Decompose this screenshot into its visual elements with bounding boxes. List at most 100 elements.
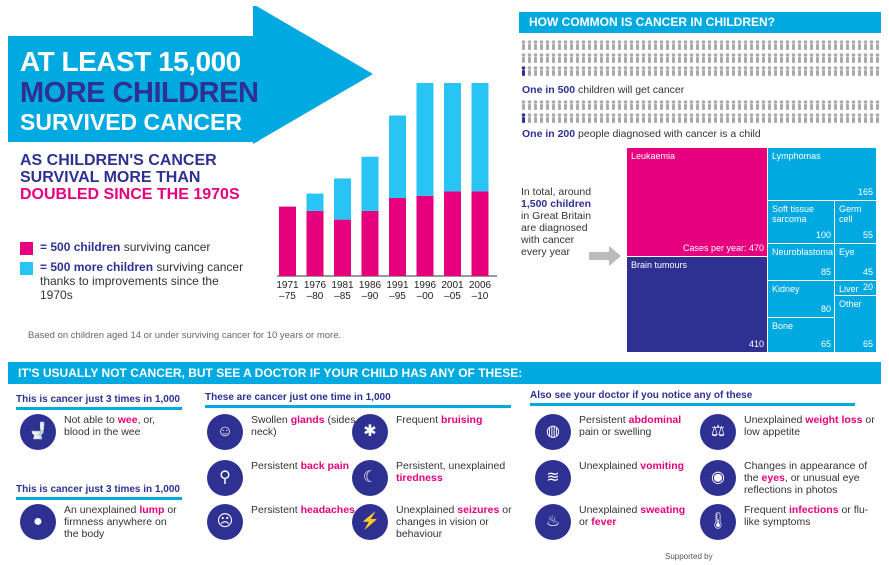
person-icon: [617, 40, 622, 50]
person-icon: [641, 40, 646, 50]
person-icon: [611, 66, 616, 76]
person-icon: [551, 66, 556, 76]
person-icon: [527, 53, 532, 63]
person-icon: [563, 113, 568, 123]
person-icon: [815, 100, 820, 110]
person-icon: [869, 40, 874, 50]
person-icon: [857, 113, 862, 123]
person-icon: [827, 40, 832, 50]
person-icon: [773, 66, 778, 76]
person-icon: [671, 113, 676, 123]
col2-title: These are cancer just one time in 1,000: [205, 392, 511, 408]
person-icon: [647, 40, 652, 50]
treemap-cell-3: Soft tissue sarcoma 100: [768, 201, 834, 243]
treemap-cell-10: Bone 65: [768, 318, 834, 352]
person-icon: [743, 40, 748, 50]
person-icon: [593, 113, 598, 123]
person-icon: [713, 53, 718, 63]
person-icon: [539, 100, 544, 110]
person-icon: [635, 100, 640, 110]
person-icon: [689, 53, 694, 63]
arrow-body: [8, 36, 258, 142]
person-icon: [851, 66, 856, 76]
person-icon: [527, 113, 532, 123]
person-icon: [773, 53, 778, 63]
legend-pink: = 500 children surviving cancer: [20, 240, 260, 255]
person-icon: [689, 40, 694, 50]
treemap-label: Germ cell: [839, 204, 862, 224]
person-icon: [707, 100, 712, 110]
person-icon: [851, 40, 856, 50]
person-icon: [599, 66, 604, 76]
tick-label-sub-2: –85: [334, 291, 351, 302]
person-icon: [827, 100, 832, 110]
lump-icon: ●: [20, 504, 56, 540]
person-icon: [599, 40, 604, 50]
person-icon: [641, 66, 646, 76]
legend-cyan-key: = 500 more children: [40, 260, 154, 274]
person-icon: [851, 100, 856, 110]
treemap-label: Kidney: [772, 284, 800, 294]
person-icon: [641, 100, 646, 110]
person-icon: [743, 113, 748, 123]
person-icon: [821, 66, 826, 76]
person-icon: [629, 53, 634, 63]
person-icon: [629, 40, 634, 50]
person-icon: [653, 53, 658, 63]
person-icon: [665, 53, 670, 63]
person-icon: [647, 53, 652, 63]
person-icon: [587, 40, 592, 50]
person-icon: [701, 53, 706, 63]
treemap-label: Neuroblastoma: [772, 247, 834, 257]
symptom-text: Unexplained seizures or changes in visio…: [396, 504, 512, 540]
symptom-text: Persistent, unexplained tiredness: [396, 460, 506, 484]
person-icon: [563, 53, 568, 63]
person-icon: [581, 66, 586, 76]
person-icon: [617, 53, 622, 63]
person-icon: [617, 100, 622, 110]
person-icon: [665, 113, 670, 123]
person-icon: [605, 100, 610, 110]
person-icon: [623, 40, 628, 50]
treemap-cell-6: Eye 45: [835, 244, 876, 280]
person-icon: [623, 113, 628, 123]
person-icon: [833, 53, 838, 63]
person-icon: [809, 40, 814, 50]
person-icon: [665, 66, 670, 76]
person-icon: [869, 113, 874, 123]
person-icon: [653, 113, 658, 123]
treemap-value: 65: [820, 339, 831, 349]
person-icon: [569, 100, 574, 110]
legend-cyan-rest: surviving cancer thanks to improvements …: [40, 260, 244, 302]
person-icon: [821, 113, 826, 123]
pink-square-icon: [20, 242, 33, 255]
person-icon: [533, 53, 538, 63]
person-icon: [875, 66, 880, 76]
person-icon: [521, 53, 526, 63]
col1a-title: This is cancer just 3 times in 1,000: [16, 394, 182, 410]
person-icon: [575, 66, 580, 76]
person-icon: [659, 66, 664, 76]
tick-label-sub-0: –75: [279, 291, 296, 302]
person-icon: [827, 113, 832, 123]
people-grid-200: [521, 100, 880, 123]
treemap-value: 65: [862, 339, 873, 349]
person-icon: [551, 100, 556, 110]
person-icon: [755, 66, 760, 76]
person-icon: [605, 66, 610, 76]
bar-cyan-4: [389, 115, 406, 198]
bar-pink-4: [389, 197, 406, 276]
person-icon: [707, 53, 712, 63]
person-icon: [803, 113, 808, 123]
tick-label-6: 2001: [441, 280, 464, 291]
people-grid-500: [521, 40, 880, 76]
total-text: In total, around 1,500 children in Great…: [521, 186, 601, 258]
person-icon: [527, 100, 532, 110]
person-icon: [551, 113, 556, 123]
person-icon: [611, 100, 616, 110]
person-icon: [845, 113, 850, 123]
person-icon: [671, 40, 676, 50]
person-icon: [683, 113, 688, 123]
col1b-title: This is cancer just 3 times in 1,000: [16, 484, 182, 500]
person-icon: [635, 113, 640, 123]
